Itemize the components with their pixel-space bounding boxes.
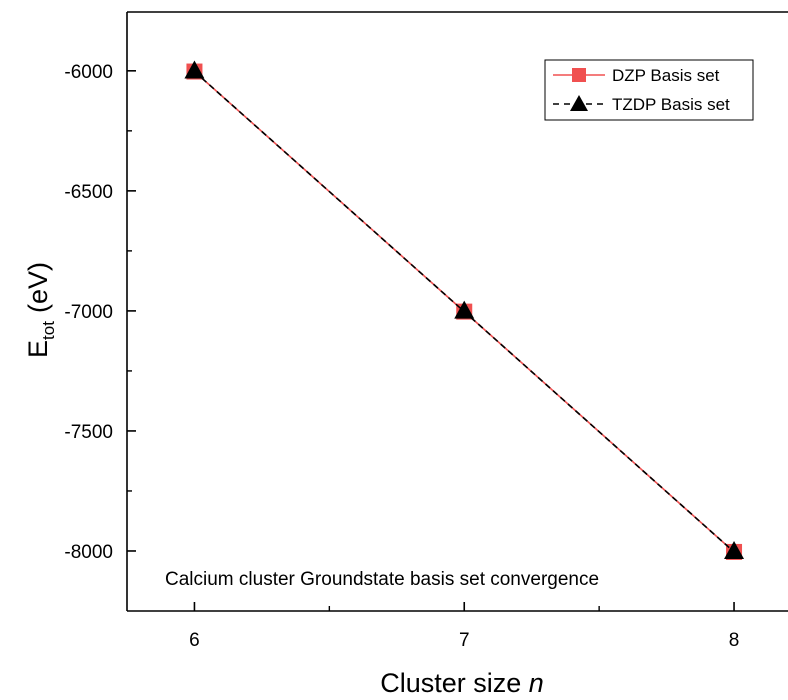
x-tick-label: 8 — [729, 630, 740, 651]
legend-tzdp-label: TZDP Basis set — [612, 95, 730, 114]
x-axis-title: Cluster size n — [380, 668, 544, 698]
data-point-triangle — [724, 540, 745, 559]
data-point-triangle — [184, 60, 205, 79]
y-axis-title-subscript: tot — [39, 321, 58, 340]
x-tick-label: 7 — [459, 630, 470, 651]
data-point-triangle — [454, 300, 475, 319]
legend-dzp-label: DZP Basis set — [612, 66, 720, 85]
legend-dzp-marker — [572, 68, 586, 82]
series-layer — [184, 60, 745, 560]
y-tick-label: -6000 — [64, 62, 113, 83]
legend: DZP Basis set TZDP Basis set — [544, 59, 754, 121]
y-tick-label: -6500 — [64, 182, 113, 203]
x-axis-ticks: 6 7 8 — [189, 602, 739, 651]
x-tick-label: 6 — [189, 630, 200, 651]
y-axis-ticks: -6000 -6500 -7000 -7500 -8000 — [64, 62, 136, 563]
chart-annotation: Calcium cluster Groundstate basis set co… — [165, 569, 599, 590]
y-tick-label: -8000 — [64, 542, 113, 563]
y-axis-title: Etot (eV) — [23, 262, 58, 358]
y-axis-title-main: E — [23, 340, 53, 358]
x-axis-title-variable: n — [529, 668, 544, 698]
y-tick-label: -7000 — [64, 302, 113, 323]
y-tick-label: -7500 — [64, 422, 113, 443]
legend-tzdp-marker — [570, 95, 588, 111]
x-axis-title-main: Cluster size — [380, 668, 521, 698]
y-axis-title-unit: (eV) — [23, 262, 53, 313]
